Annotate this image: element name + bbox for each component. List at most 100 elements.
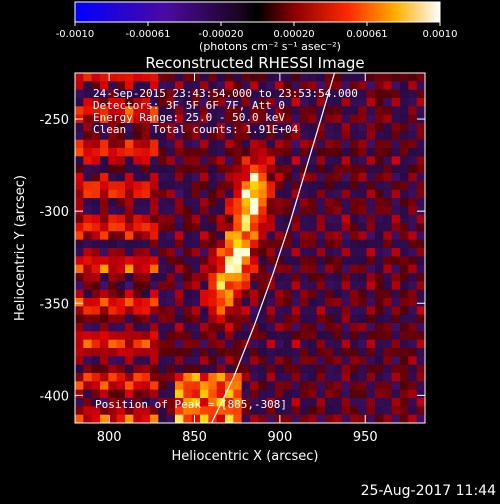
heatmap-cell	[391, 231, 401, 240]
heatmap-cell	[166, 189, 176, 199]
heatmap-cell	[75, 223, 84, 232]
heatmap-cell	[158, 298, 167, 307]
heatmap-cell	[366, 81, 376, 90]
heatmap-cell	[91, 348, 101, 357]
heatmap-cell	[191, 381, 201, 390]
heatmap-cell	[408, 123, 417, 132]
heatmap-cell	[150, 164, 159, 174]
heatmap-cell	[341, 123, 351, 132]
heatmap-cell	[400, 139, 409, 149]
heatmap-cell	[166, 73, 176, 82]
heatmap-cell	[350, 264, 359, 274]
heatmap-cell	[166, 298, 176, 307]
heatmap-cell	[341, 406, 351, 415]
heatmap-cell	[375, 306, 384, 315]
heatmap-cell	[100, 348, 109, 357]
heatmap-cell	[283, 364, 292, 374]
heatmap-cell	[333, 339, 342, 349]
heatmap-cell	[316, 89, 326, 99]
heatmap-cell	[166, 389, 176, 399]
heatmap-cell	[300, 131, 309, 140]
heatmap-cell	[75, 89, 84, 99]
heatmap-cell	[391, 206, 401, 215]
heatmap-cell	[250, 331, 259, 340]
heatmap-cell	[241, 81, 251, 90]
heatmap-cell	[141, 306, 151, 315]
heatmap-cell	[183, 273, 192, 282]
heatmap-cell	[166, 123, 176, 132]
heatmap-cell	[416, 373, 425, 382]
heatmap-cell	[100, 298, 109, 307]
heatmap-cell	[116, 223, 126, 232]
heatmap-cell	[275, 223, 284, 232]
heatmap-cell	[158, 406, 167, 415]
heatmap-cell	[350, 114, 359, 124]
heatmap-cell	[216, 289, 226, 299]
heatmap-cell	[83, 298, 92, 307]
heatmap-cell	[300, 381, 309, 390]
heatmap-cell	[191, 289, 201, 299]
axis-ticks: 800 850 900 950-250-300-350-400	[39, 73, 425, 445]
heatmap-cell	[308, 306, 317, 315]
heatmap-cell	[158, 173, 167, 182]
heatmap-cell	[350, 189, 359, 199]
heatmap-cell	[208, 414, 217, 423]
heatmap-cell	[408, 173, 417, 182]
heatmap-cell	[250, 381, 259, 390]
y-tick-label: -350	[39, 297, 69, 312]
heatmap-cell	[116, 89, 126, 99]
heatmap-cell	[216, 389, 226, 399]
heatmap-cell	[291, 339, 301, 349]
heatmap-cell	[133, 114, 142, 124]
heatmap-cell	[241, 264, 251, 274]
heatmap-cell	[300, 114, 309, 124]
heatmap-cell	[75, 406, 84, 415]
heatmap-cell	[375, 98, 384, 107]
heatmap-cell	[150, 156, 159, 165]
heatmap-cell	[250, 131, 259, 140]
heatmap-cell	[75, 231, 84, 240]
heatmap-cell	[100, 156, 109, 165]
heatmap-cell	[358, 281, 367, 290]
heatmap-cell	[408, 273, 417, 282]
heatmap-cell	[316, 164, 326, 174]
heatmap-cell	[200, 289, 209, 299]
info-line-energy: Energy Range: 25.0 - 50.0 keV	[93, 111, 285, 124]
heatmap-cell	[133, 323, 142, 332]
heatmap-cell	[300, 248, 309, 257]
heatmap-cell	[308, 98, 317, 107]
heatmap-cell	[366, 389, 376, 399]
heatmap-cell	[275, 348, 284, 357]
heatmap-cell	[366, 206, 376, 215]
heatmap-cell	[366, 173, 376, 182]
heatmap-cell	[208, 223, 217, 232]
heatmap-cell	[233, 189, 242, 199]
heatmap-cell	[191, 264, 201, 274]
heatmap-cell	[266, 323, 276, 332]
heatmap-cell	[100, 239, 109, 249]
heatmap-cell	[275, 289, 284, 299]
heatmap-cell	[200, 181, 209, 190]
heatmap-cell	[250, 214, 259, 224]
heatmap-cell	[141, 281, 151, 290]
heatmap-cell	[191, 239, 201, 249]
heatmap-cell	[116, 139, 126, 149]
colorbar-unit-label: (photons cm⁻² s⁻¹ asec⁻²)	[199, 40, 341, 53]
heatmap-cell	[300, 89, 309, 99]
heatmap-cell	[216, 131, 226, 140]
heatmap-cell	[125, 139, 134, 149]
heatmap-cell	[366, 214, 376, 224]
heatmap-cell	[400, 339, 409, 349]
heatmap-cell	[275, 339, 284, 349]
heatmap-cell	[308, 148, 317, 157]
heatmap-cell	[291, 381, 301, 390]
heatmap-cell	[208, 89, 217, 99]
heatmap-cell	[283, 164, 292, 174]
heatmap-cell	[258, 148, 267, 157]
heatmap-cell	[400, 348, 409, 357]
heatmap-cell	[216, 406, 226, 415]
heatmap-cell	[208, 298, 217, 307]
heatmap-cell	[391, 239, 401, 249]
heatmap-cell	[416, 106, 425, 115]
heatmap-cell	[400, 281, 409, 290]
